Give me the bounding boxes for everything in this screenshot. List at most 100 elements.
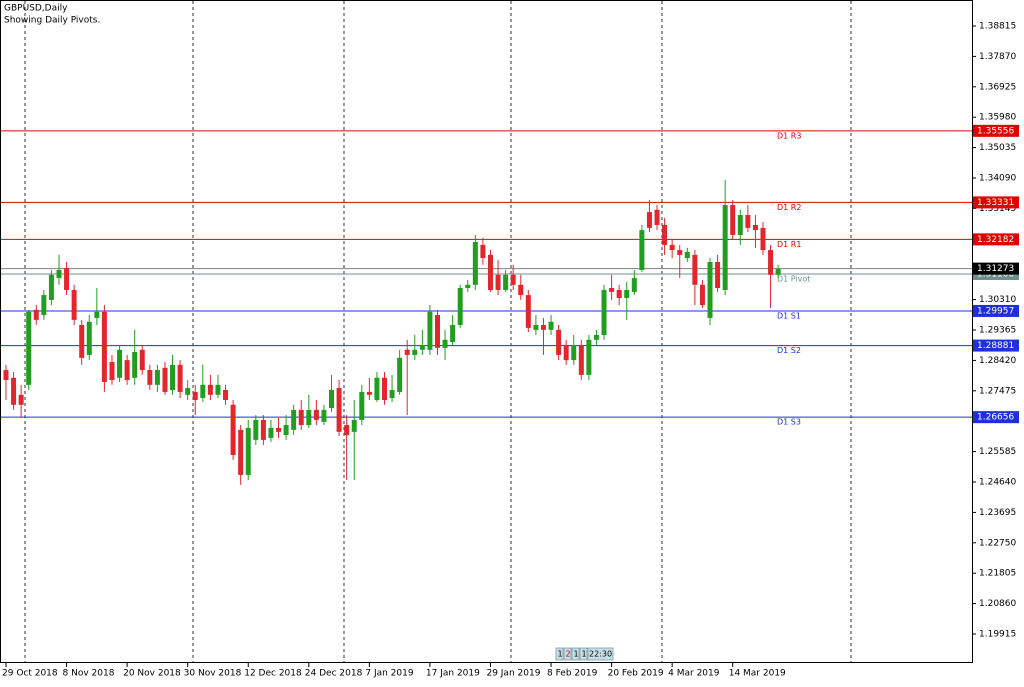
x-tick-label: 8 Nov 2018 <box>63 669 115 679</box>
candle-body <box>79 325 85 358</box>
current-price-box <box>973 262 1019 275</box>
candle-body <box>245 427 251 475</box>
candle-body <box>457 288 463 326</box>
candle-body <box>450 325 456 343</box>
toolbar-button-label[interactable]: 1 <box>558 650 563 659</box>
pivot-label: D1 S2 <box>777 346 801 355</box>
candle-body <box>419 344 425 350</box>
toolbar-button-label[interactable]: 2 <box>566 650 571 659</box>
candle-body <box>669 244 675 251</box>
candle-body <box>609 288 615 292</box>
chart-title: GBPUSD,Daily <box>4 4 68 14</box>
toolbar-button[interactable] <box>571 647 580 661</box>
y-tick-label: 1.35035 <box>979 143 1016 153</box>
x-tick-label: 30 Nov 2018 <box>184 669 242 679</box>
x-tick-label: 14 Mar 2019 <box>729 669 786 679</box>
toolbar-button[interactable] <box>563 647 572 661</box>
candle-body <box>109 362 115 381</box>
candle-body <box>147 370 153 385</box>
candle-body <box>631 278 637 292</box>
pivot-price-box <box>973 233 1019 246</box>
candle-body <box>434 315 440 348</box>
candle-body <box>86 321 92 355</box>
candle-body <box>775 268 781 275</box>
candle-body <box>124 360 130 381</box>
candle-body <box>525 295 531 328</box>
candle-body <box>442 339 448 348</box>
toolbar-button-label[interactable]: 1 <box>582 650 587 659</box>
pivot-price-box <box>973 411 1019 424</box>
candle-body <box>329 390 335 409</box>
candle-body <box>207 384 213 395</box>
candle-body <box>223 390 229 400</box>
y-tick-label: 1.30310 <box>979 295 1016 305</box>
y-tick-label: 1.23695 <box>979 508 1016 518</box>
y-tick-label: 1.20860 <box>979 599 1016 609</box>
candle-body <box>351 419 357 432</box>
pivot-price-label: 1.26656 <box>977 413 1014 423</box>
pivot-price-box <box>973 124 1019 137</box>
candle-body <box>18 394 24 405</box>
candle-body <box>487 254 493 290</box>
candle-body <box>185 388 191 395</box>
candle-body <box>276 427 282 432</box>
pivot-price-label: 1.29957 <box>977 306 1014 316</box>
toolbar-button-label[interactable]: 1 <box>574 650 579 659</box>
pivot-label: D1 S3 <box>777 418 801 427</box>
candle-body <box>33 309 39 320</box>
candle-body <box>344 425 350 436</box>
x-tick-label: 29 Jan 2019 <box>486 669 540 679</box>
candle-body <box>253 419 259 440</box>
candle-body <box>624 289 630 298</box>
candle-body <box>366 391 372 395</box>
candle-body <box>563 344 569 361</box>
y-tick-label: 1.35980 <box>979 113 1016 123</box>
pivot-price-box <box>973 304 1019 317</box>
toolbar-time-box <box>587 647 614 661</box>
plot-frame <box>0 0 973 663</box>
candle-body <box>268 427 274 438</box>
pivot-price-label: 1.28881 <box>977 341 1014 351</box>
candle-body <box>321 409 327 422</box>
toolbar-time: 22:30 <box>589 650 612 659</box>
candle-body <box>518 284 524 296</box>
y-tick-label: 1.29365 <box>979 326 1016 336</box>
toolbar-button[interactable] <box>555 647 564 661</box>
x-tick-label: 12 Dec 2018 <box>244 669 302 679</box>
candle-body <box>382 377 387 400</box>
pivot-label: D1 R2 <box>777 203 801 212</box>
candle-body <box>238 429 244 475</box>
candle-body <box>132 352 138 378</box>
pivot-label: D1 Pivot <box>777 274 810 283</box>
y-tick-label: 1.28420 <box>979 356 1016 366</box>
candle-body <box>503 274 509 290</box>
candle-body <box>556 329 562 355</box>
candle-body <box>306 409 312 426</box>
y-tick-label: 1.34090 <box>979 173 1016 183</box>
candle-body <box>48 274 54 300</box>
y-tick-label: 1.25585 <box>979 447 1016 457</box>
candle-body <box>677 250 683 255</box>
x-tick-label: 7 Jan 2019 <box>365 669 413 679</box>
candle-body <box>533 325 539 330</box>
chart-subtitle: Showing Daily Pivots. <box>4 16 100 26</box>
pivot-label: D1 R3 <box>777 131 801 140</box>
pivot-price-label: 1.32182 <box>977 235 1014 245</box>
x-tick-label: 17 Jan 2019 <box>426 669 480 679</box>
candle-body <box>291 409 297 430</box>
candle-body <box>745 214 751 228</box>
candle-body <box>11 377 17 405</box>
toolbar-button[interactable] <box>579 647 588 661</box>
candle-body <box>94 311 100 318</box>
y-tick-label: 1.27475 <box>979 386 1016 396</box>
candle-body <box>412 349 418 355</box>
candle-body <box>571 344 577 361</box>
y-tick-label: 1.21805 <box>979 569 1016 579</box>
pivot-price-label: 1.33331 <box>977 198 1014 208</box>
y-tick-label: 1.19915 <box>979 630 1016 640</box>
candle-body <box>548 321 554 330</box>
candle-body <box>715 261 721 289</box>
candle-body <box>260 419 266 440</box>
y-tick-label: 1.24640 <box>979 478 1016 488</box>
